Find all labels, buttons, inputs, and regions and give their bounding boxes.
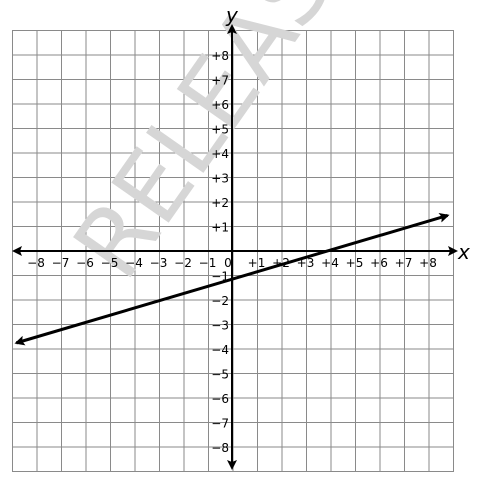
- series-line: [14, 212, 450, 346]
- y-tick-label: +2: [211, 196, 229, 210]
- x-tick-label: −1: [199, 256, 217, 270]
- y-tick-label: +1: [211, 221, 229, 235]
- x-tick-label: −7: [52, 256, 70, 270]
- y-tick-label: +4: [211, 147, 229, 161]
- x-tick-label: −5: [101, 256, 119, 270]
- y-tick-label: +7: [211, 74, 229, 88]
- y-axis-label: y: [225, 3, 239, 27]
- x-tick-label: −2: [174, 256, 192, 270]
- x-tick-label: −6: [76, 256, 94, 270]
- y-tick-label: −6: [211, 392, 229, 406]
- x-axis-label: x: [457, 240, 470, 264]
- y-tick-label: −2: [211, 294, 229, 308]
- watermark: RELEASED: [52, 0, 432, 298]
- x-tick-label: 0: [224, 256, 232, 270]
- x-tick-label: +5: [346, 256, 364, 270]
- y-tick-label: −7: [211, 417, 229, 431]
- x-tick-label: −3: [150, 256, 168, 270]
- y-tick-label: +5: [211, 123, 229, 137]
- x-tick-label: +8: [419, 256, 437, 270]
- x-tick-label: +7: [395, 256, 413, 270]
- y-tick-label: +3: [211, 172, 229, 186]
- series-group: [14, 212, 450, 346]
- y-tick-label: −4: [211, 343, 229, 357]
- x-tick-label: +6: [370, 256, 388, 270]
- x-tick-label: +4: [321, 256, 339, 270]
- y-tick-label: −8: [211, 441, 229, 455]
- x-tick-label: −4: [125, 256, 143, 270]
- y-tick-label: −5: [211, 368, 229, 382]
- x-tick-label: +1: [248, 256, 266, 270]
- y-tick-label: −3: [211, 319, 229, 333]
- y-tick-label: +8: [211, 49, 229, 63]
- y-tick-label: +6: [211, 98, 229, 112]
- x-tick-label: −8: [27, 256, 45, 270]
